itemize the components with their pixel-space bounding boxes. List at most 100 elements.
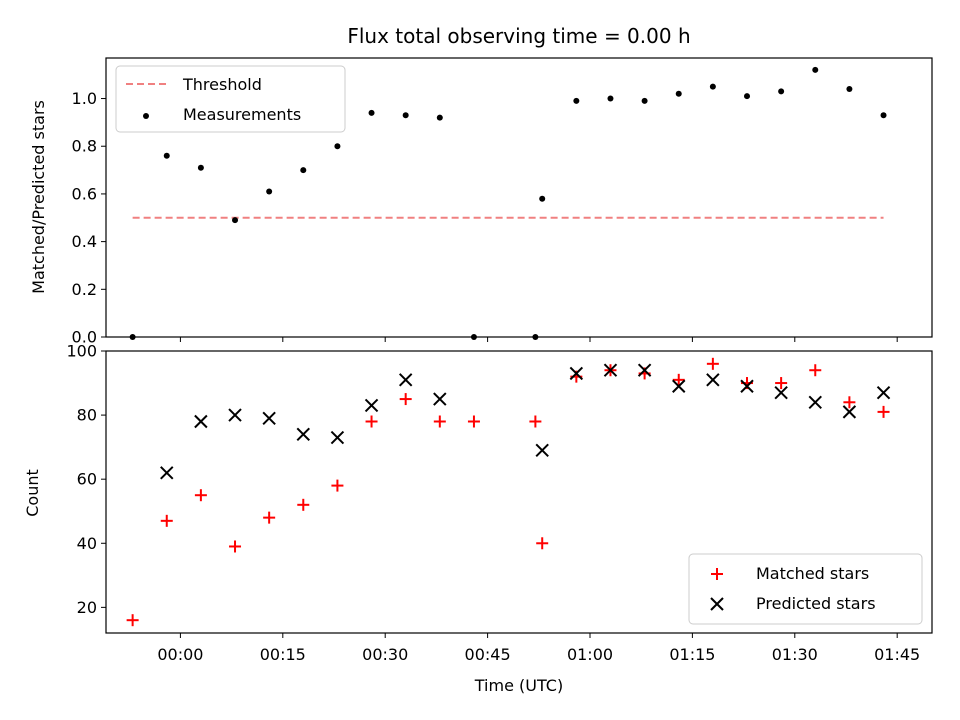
bottom-ytick-label: 80 — [77, 406, 97, 425]
predicted-stars-point-b — [262, 411, 276, 426]
matched-stars-point — [672, 373, 685, 386]
top-ytick-label: 0.8 — [72, 137, 97, 156]
measurement-point — [232, 217, 239, 224]
top-axes-frame — [105, 57, 933, 338]
predicted-stars-point — [398, 373, 413, 387]
legend-measurements-swatch — [143, 113, 149, 119]
matched-stars-point — [467, 415, 480, 428]
matched-stars-point — [433, 415, 446, 428]
measurement-point — [300, 167, 307, 174]
matched-stars-point — [809, 364, 822, 377]
matched-stars-point — [706, 357, 719, 370]
predicted-stars-point — [228, 408, 242, 422]
matched-stars-point — [229, 540, 242, 553]
predicted-stars-point-b — [535, 443, 549, 458]
matched-stars-point — [160, 514, 173, 527]
measurement-point — [607, 95, 614, 102]
predicted-stars-point — [569, 366, 584, 381]
predicted-stars-point-b — [672, 379, 686, 393]
top-ytick-label: 1.0 — [72, 89, 97, 108]
top-legend — [115, 65, 346, 133]
predicted-stars-point-b — [774, 385, 788, 400]
predicted-stars-point-b — [603, 363, 618, 377]
measurement-point — [436, 114, 443, 121]
predicted-stars-point-b — [194, 414, 208, 429]
matched-stars-point — [365, 415, 378, 428]
measurement-point — [846, 86, 853, 92]
predicted-stars-point — [876, 385, 891, 400]
bottom-legend — [688, 553, 923, 625]
xtick-label: 00:00 — [157, 645, 203, 664]
predicted-stars-point — [603, 363, 618, 377]
bottom-ytick-label: 100 — [66, 342, 97, 361]
bottom-ylabel: Count — [23, 469, 42, 517]
predicted-stars-point-b — [228, 408, 242, 422]
xtick-label: 01:30 — [772, 645, 818, 664]
top-ytick-label: 0.6 — [72, 184, 97, 203]
measurement-point — [880, 112, 887, 119]
matched-stars-point — [263, 511, 276, 524]
matched-stars-point — [843, 396, 856, 409]
matched-stars-point — [331, 479, 344, 492]
predicted-stars-point-b — [330, 430, 345, 445]
xtick-label: 01:45 — [874, 645, 920, 664]
bottom-plot: 20 40 60 80 100 00:00 00:15 00:30 00:45 01:00 01:1… — [66, 342, 933, 664]
predicted-stars-point-b — [637, 363, 652, 377]
top-ylabel: Matched/Predicted stars — [29, 100, 48, 294]
predicted-stars-point-b — [808, 395, 822, 409]
measurement-point — [402, 112, 409, 119]
matched-stars-point — [529, 415, 542, 428]
measurement-point — [709, 83, 716, 90]
matched-stars-point — [194, 489, 207, 502]
legend-threshold-label: Threshold — [182, 75, 262, 94]
predicted-stars-point — [637, 363, 652, 377]
predicted-stars-point-b — [740, 379, 754, 393]
predicted-stars-point-b — [160, 466, 174, 480]
measurement-point — [470, 334, 477, 340]
measurement-point — [778, 88, 785, 95]
measurement-point — [129, 334, 136, 340]
predicted-stars-point — [330, 430, 345, 445]
bottom-ytick-label: 40 — [77, 534, 97, 553]
predicted-stars-point-b — [398, 373, 413, 387]
predicted-stars-point-b — [706, 373, 720, 387]
measurement-point — [266, 188, 273, 195]
predicted-stars-point — [740, 379, 754, 393]
measurement-point — [744, 93, 751, 100]
measurement-point — [539, 195, 546, 202]
predicted-stars-point — [842, 405, 857, 419]
matched-stars-point — [297, 498, 310, 511]
predicted-stars-point — [160, 466, 174, 480]
predicted-stars-point — [774, 385, 788, 400]
top-plot: 0.0 0.2 0.4 0.6 0.8 1.0 Threshold Measurements — [72, 57, 933, 347]
measurement-point — [197, 164, 204, 171]
predicted-stars-point-b — [296, 427, 310, 442]
predicted-stars-point-b — [364, 398, 379, 413]
top-ytick-label: 0.0 — [72, 328, 97, 347]
predicted-stars-point — [364, 398, 379, 413]
xtick-label: 00:45 — [465, 645, 511, 664]
predicted-stars-point — [706, 373, 720, 387]
matched-stars-point — [877, 405, 890, 418]
predicted-stars-point-b — [842, 405, 857, 419]
predicted-stars-point — [535, 443, 549, 458]
measurement-point — [163, 152, 170, 159]
measurement-point — [675, 90, 682, 97]
xtick-label: 01:00 — [567, 645, 613, 664]
top-ytick-label: 0.2 — [72, 280, 97, 299]
matched-stars-point — [126, 614, 139, 627]
predicted-stars-point — [262, 411, 276, 426]
predicted-stars-point-b — [876, 385, 891, 400]
legend-measurements-label: Measurements — [183, 105, 301, 124]
xtick-label: 00:30 — [362, 645, 408, 664]
chart-title: Flux total observing time = 0.00 h — [347, 24, 690, 48]
predicted-stars-point — [672, 379, 686, 393]
predicted-stars-point-b — [569, 366, 584, 381]
measurement-point — [334, 143, 341, 150]
bottom-axes-frame — [105, 350, 933, 634]
xtick-label: 01:15 — [669, 645, 715, 664]
predicted-stars-point — [808, 395, 822, 409]
xtick-label: 00:15 — [260, 645, 306, 664]
measurement-point — [641, 97, 648, 104]
